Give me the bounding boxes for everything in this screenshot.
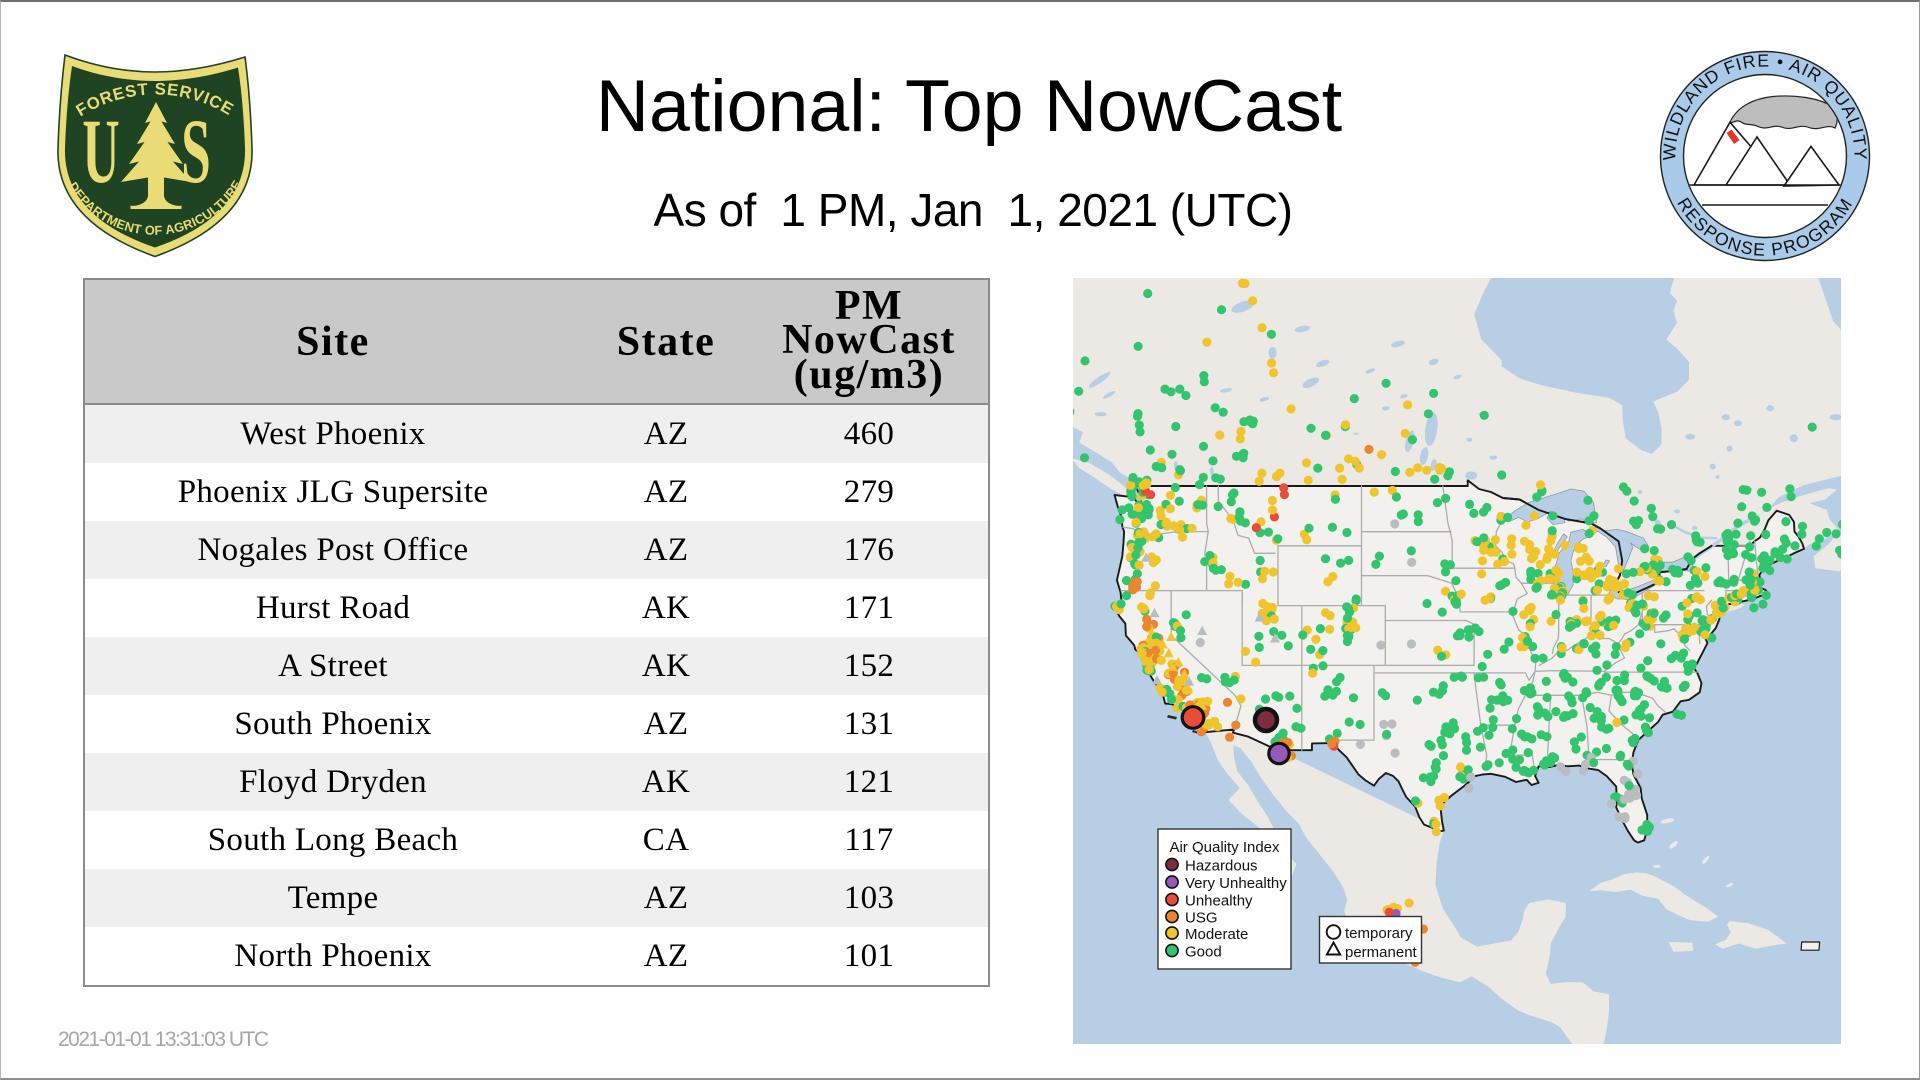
- svg-text:Hazardous: Hazardous: [1185, 858, 1258, 875]
- svg-text:Good: Good: [1185, 944, 1222, 961]
- svg-text:Air Quality Index: Air Quality Index: [1169, 839, 1280, 856]
- svg-text:U: U: [82, 102, 119, 203]
- svg-text:Unhealthy: Unhealthy: [1185, 893, 1253, 910]
- svg-text:Moderate: Moderate: [1185, 926, 1248, 943]
- svg-text:USG: USG: [1185, 910, 1218, 927]
- svg-text:S: S: [181, 101, 211, 203]
- svg-text:temporary: temporary: [1345, 925, 1413, 942]
- svg-text:Very Unhealthy: Very Unhealthy: [1185, 875, 1287, 892]
- svg-text:permanent: permanent: [1345, 944, 1418, 961]
